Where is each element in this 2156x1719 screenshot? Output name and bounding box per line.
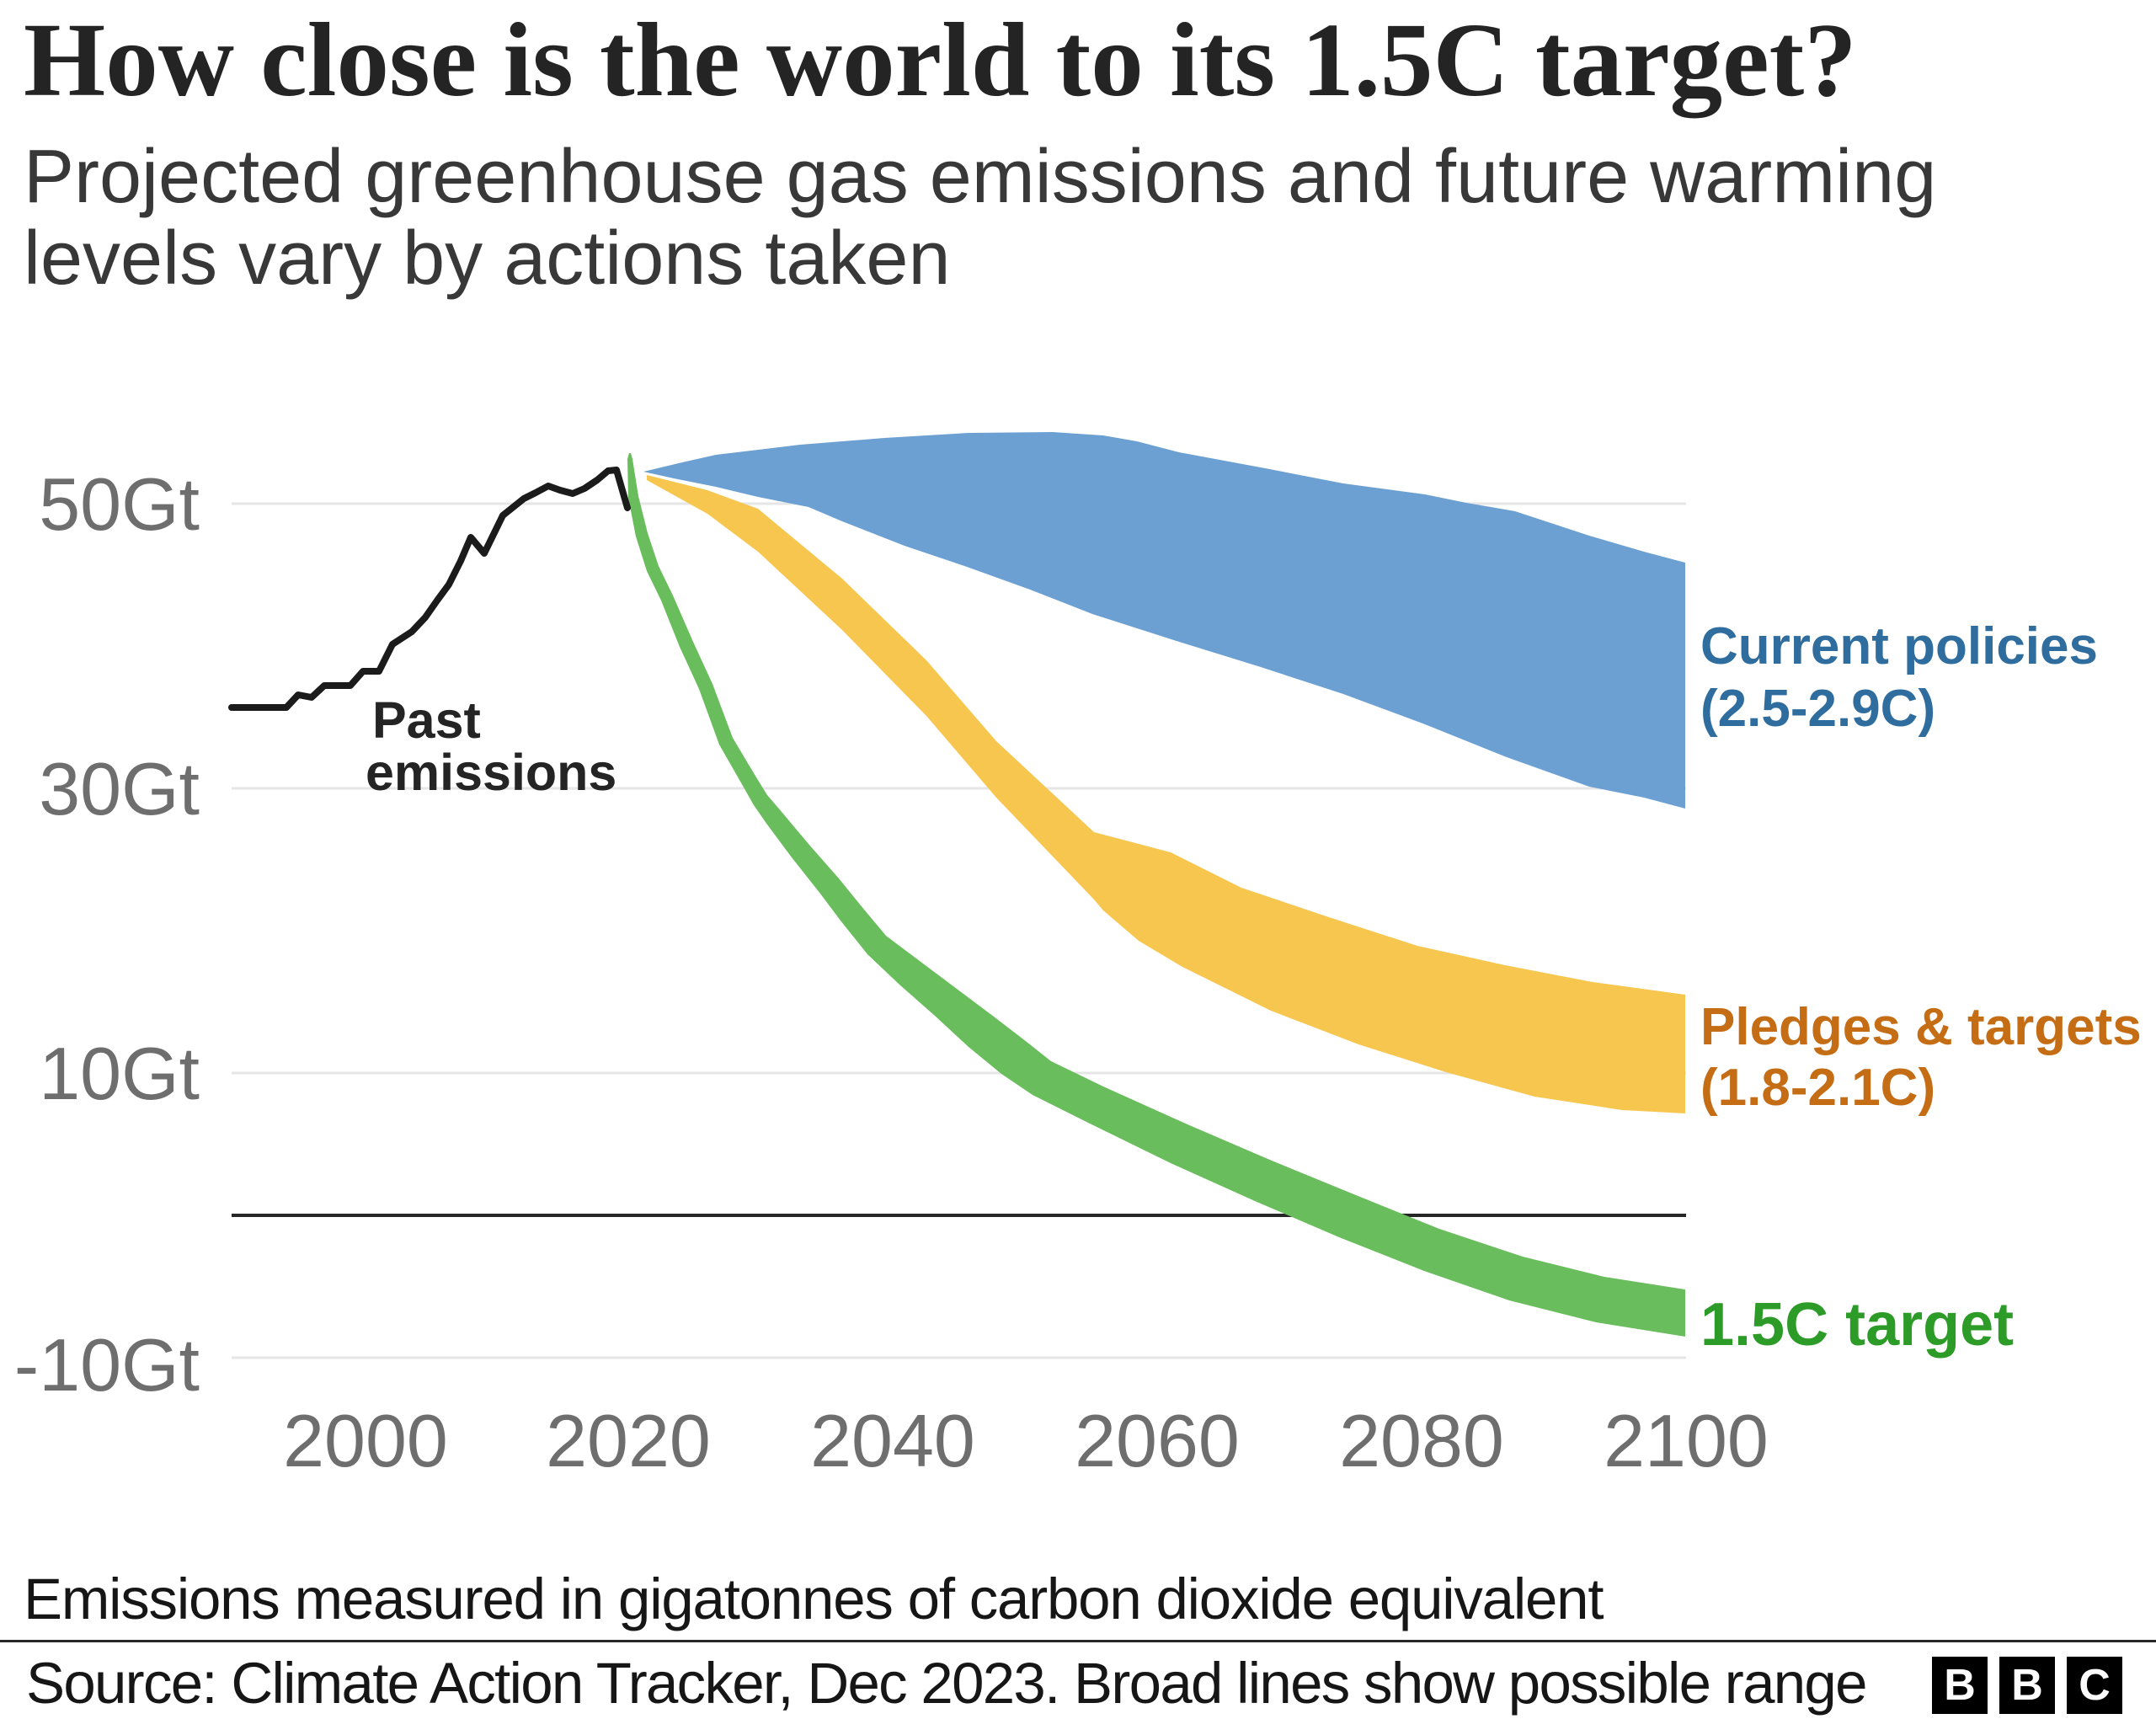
svg-text:50Gt: 50Gt bbox=[39, 462, 200, 546]
svg-text:2040: 2040 bbox=[810, 1399, 975, 1482]
svg-text:(1.8-2.1C): (1.8-2.1C) bbox=[1700, 1059, 1935, 1117]
svg-text:How close is the world to its: How close is the world to its 1.5C targe… bbox=[24, 3, 1857, 119]
svg-text:2020: 2020 bbox=[546, 1399, 711, 1482]
svg-text:Current policies: Current policies bbox=[1700, 617, 2098, 675]
svg-text:B: B bbox=[1944, 1661, 1976, 1710]
svg-text:2080: 2080 bbox=[1339, 1399, 1504, 1482]
svg-text:Source: Climate Action Tracker: Source: Climate Action Tracker, Dec 2023… bbox=[26, 1651, 1866, 1716]
svg-text:C: C bbox=[2079, 1661, 2111, 1710]
svg-text:Pledges & targets: Pledges & targets bbox=[1700, 998, 2142, 1056]
svg-text:Past: Past bbox=[372, 691, 481, 749]
svg-text:1.5C target: 1.5C target bbox=[1700, 1291, 2014, 1359]
svg-text:emissions: emissions bbox=[366, 744, 616, 801]
svg-text:Emissions measured in gigatonn: Emissions measured in gigatonnes of carb… bbox=[24, 1567, 1604, 1631]
svg-text:30Gt: 30Gt bbox=[39, 747, 200, 830]
svg-text:B: B bbox=[2011, 1661, 2043, 1710]
svg-text:2060: 2060 bbox=[1075, 1399, 1240, 1482]
svg-text:Projected greenhouse gas emiss: Projected greenhouse gas emissions and f… bbox=[24, 135, 1936, 219]
svg-text:2000: 2000 bbox=[283, 1399, 448, 1482]
svg-text:2100: 2100 bbox=[1604, 1399, 1769, 1482]
svg-text:10Gt: 10Gt bbox=[39, 1032, 200, 1115]
svg-text:levels vary by actions taken: levels vary by actions taken bbox=[24, 216, 951, 301]
svg-text:(2.5-2.9C): (2.5-2.9C) bbox=[1700, 680, 1935, 738]
svg-text:-10Gt: -10Gt bbox=[14, 1323, 200, 1407]
